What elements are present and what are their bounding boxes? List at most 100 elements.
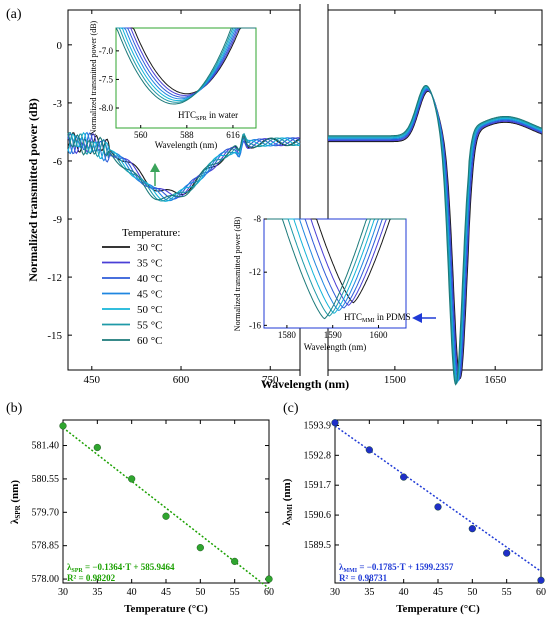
c-point — [365, 446, 373, 454]
panel-b-label: (b) — [6, 401, 23, 416]
c-point — [503, 549, 511, 557]
b-point — [231, 557, 239, 565]
inset-mmi-xtick-label: 1590 — [324, 330, 343, 340]
inset-spr-curve-4 — [116, 27, 256, 100]
c-ytick-label: 1593.9 — [304, 420, 332, 431]
inset-spr-xtick-label: 560 — [134, 130, 148, 140]
c-xtick-label: 40 — [399, 587, 409, 598]
b-ytick-label: 578.00 — [32, 574, 60, 585]
panel-c-r2: R² = 0.98731 — [339, 573, 388, 583]
a-ytick-label: -9 — [53, 214, 63, 226]
inset-mmi-ytick-label: -8 — [254, 214, 262, 224]
c-point — [331, 419, 339, 427]
b-xtick-label: 50 — [195, 587, 205, 598]
b-ytick-label: 581.40 — [32, 441, 60, 452]
legend-label: 40 °C — [137, 273, 163, 285]
panel-c-frame — [334, 419, 542, 584]
panel-a-ylabel: Normalized transmitted power (dB) — [26, 98, 40, 281]
inset-mmi-xtick-label: 1600 — [370, 330, 389, 340]
inset-mmi-xtick-label: 1580 — [278, 330, 297, 340]
panel-a-xlabel: Wavelength (nm) — [261, 377, 349, 391]
b-xtick-label: 35 — [92, 587, 102, 598]
inset-mmi-curves — [264, 218, 406, 320]
b-xtick-label: 30 — [58, 587, 68, 598]
panel-a-right-frame — [327, 9, 543, 371]
c-point — [537, 576, 545, 584]
inset-spr-curve-1 — [116, 27, 256, 95]
a-xtick-label: 450 — [84, 374, 101, 386]
inset-mmi-ytick-label: -16 — [249, 320, 261, 330]
panel-a-chart: 0 -3 -6 -9 -12 -15 450 600 750 1500 1650 Normalize… — [26, 4, 543, 391]
inset-spr-xtick-label: 588 — [180, 130, 194, 140]
panel-b-ylabel: λSPR (nm) — [9, 480, 22, 524]
arrow-left-icon — [412, 313, 436, 323]
b-point — [59, 422, 67, 430]
inset-spr-ytick-label: -7.5 — [99, 74, 114, 84]
legend: Temperature: 30 °C 35 °C 40 °C 45 °C 50 °C 55… — [102, 227, 180, 347]
c-ytick-label: 1592.8 — [304, 450, 332, 461]
panel-c-xlabel: Temperature (°C) — [396, 603, 480, 615]
inset-mmi: 1580 1590 1600 -8 -12 -16 Wavelength (nm) Nor… — [233, 214, 411, 352]
inset-spr-ticks: 560 588 616 -7.0 -7.5 -8.0 — [99, 46, 240, 140]
b-point — [128, 475, 136, 483]
c-xtick-label: 35 — [364, 587, 374, 598]
inset-spr-ytick-label: -7.0 — [99, 46, 114, 56]
spr-curve-3 — [67, 132, 301, 200]
a-xtick-label: 600 — [173, 374, 190, 386]
inset-spr: 560 588 616 -7.0 -7.5 -8.0 Wavelength (nm) No… — [89, 20, 257, 150]
inset-spr-curve-7 — [115, 27, 256, 105]
inset-mmi-xlabel: Wavelength (nm) — [304, 342, 367, 352]
b-xtick-label: 55 — [230, 587, 240, 598]
c-xtick-label: 60 — [536, 587, 546, 598]
c-xtick-label: 55 — [502, 587, 512, 598]
mmi-curve-7 — [328, 84, 543, 386]
b-ytick-label: 578.85 — [32, 541, 60, 552]
a-xtick-label: 1500 — [384, 374, 407, 386]
inset-mmi-curve-7 — [264, 218, 406, 320]
b-point — [93, 443, 101, 452]
legend-label: 35 °C — [137, 258, 163, 270]
arrow-up-icon — [150, 163, 160, 186]
c-xtick-label: 30 — [330, 587, 340, 598]
inset-mmi-frame — [263, 218, 407, 329]
c-point — [468, 525, 476, 533]
panel-a-left-frame — [67, 9, 301, 371]
a-xtick-label: 1650 — [484, 374, 507, 386]
c-xtick-label: 45 — [433, 587, 443, 598]
b-point — [196, 544, 204, 552]
spr-curve-5 — [67, 131, 301, 202]
inset-spr-curve-6 — [116, 27, 256, 103]
c-ytick-label: 1590.6 — [304, 510, 332, 521]
a-ytick-label: -3 — [53, 98, 63, 110]
b-xtick-label: 45 — [161, 587, 171, 598]
a-ytick-label: 0 — [57, 40, 63, 52]
legend-title: Temperature: — [122, 227, 180, 239]
a-ytick-label: -15 — [47, 330, 62, 342]
panel-c-fit-equation: λMMI = −0.1785·T + 1599.2357 — [339, 562, 454, 574]
panel-b-r2: R² = 0.98202 — [67, 573, 116, 583]
a-ytick-label: -6 — [53, 156, 63, 168]
c-point — [400, 473, 408, 481]
a-ytick-label: -12 — [47, 272, 62, 284]
inset-spr-note: HTCSPR in water — [178, 110, 238, 122]
legend-label: 50 °C — [137, 304, 163, 316]
b-xtick-label: 60 — [264, 587, 274, 598]
inset-spr-ytick-label: -8.0 — [99, 103, 114, 113]
inset-spr-curve-2 — [116, 27, 256, 96]
inset-mmi-ylabel: Normalized transmitted power (dB) — [233, 216, 242, 331]
b-point — [265, 575, 273, 583]
c-ytick-label: 1589.5 — [304, 540, 332, 551]
panel-a-label: (a) — [6, 7, 22, 22]
inset-spr-xlabel: Wavelength (nm) — [155, 140, 218, 150]
panel-c-ylabel: λMMI (nm) — [281, 478, 294, 525]
spr-curve-6 — [67, 131, 301, 202]
inset-spr-curve-3 — [116, 27, 256, 98]
legend-label: 45 °C — [137, 289, 163, 301]
b-ytick-label: 580.55 — [32, 474, 60, 485]
b-xtick-label: 40 — [127, 587, 137, 598]
c-point — [434, 503, 442, 511]
panel-a-curves — [67, 84, 543, 386]
panel-b-fit-equation: λSPR = −0.1364·T + 585.9464 — [67, 562, 175, 574]
c-fit-line — [334, 425, 542, 573]
c-ytick-label: 1591.7 — [304, 480, 332, 491]
